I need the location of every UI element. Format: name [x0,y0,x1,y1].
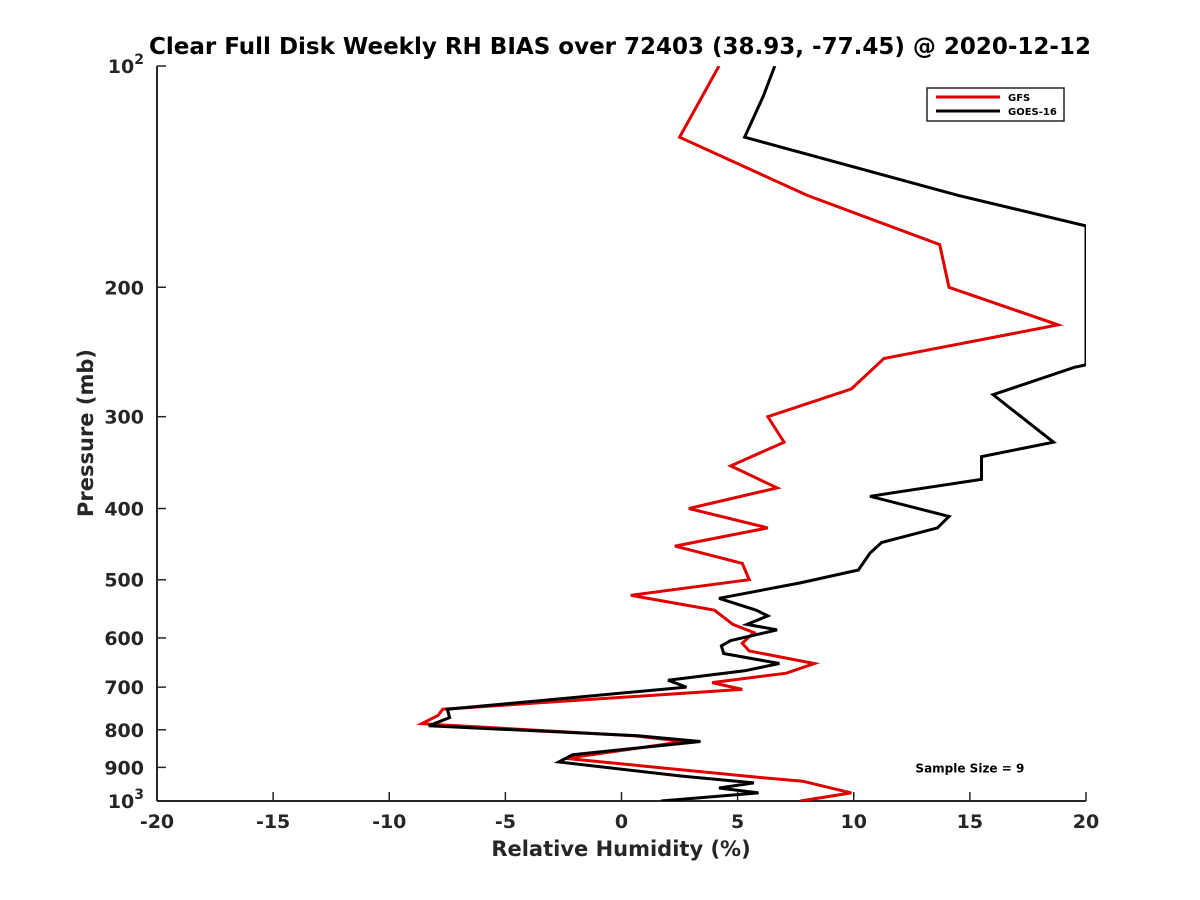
x-ticks: -20 -15 -10 -5 0 5 10 15 20 [140,792,1099,833]
x-tick-label: -15 [256,811,290,833]
y-tick-label: 400 [104,499,144,521]
legend-label-gfs: GFS [1008,93,1030,104]
series-layer [416,66,1086,801]
legend: GFS GOES-16 [926,87,1065,122]
y-tick-label: 900 [104,757,144,779]
legend-box [926,87,1065,122]
x-tick-label: 15 [957,811,983,833]
chart-title: Clear Full Disk Weekly RH BIAS over 7240… [149,34,1091,60]
y-tick-label: 700 [104,677,144,699]
y-tick-label: 300 [104,407,144,429]
x-tick-label: 20 [1073,811,1099,833]
y-ticks: 102 200 300 400 500 600 700 800 900 103 [104,52,166,813]
legend-label-goes16: GOES-16 [1008,107,1057,118]
x-tick-label: -10 [372,811,406,833]
x-tick-label: 10 [841,811,867,833]
y-tick-label: 800 [104,720,144,742]
y-tick-label: 500 [104,570,144,592]
x-axis-label: Relative Humidity (%) [491,837,750,861]
y-axis-label: Pressure (mb) [74,349,98,517]
series-line-goes16 [428,66,1086,801]
y-tick-label: 200 [104,277,144,299]
x-tick-label: 0 [615,811,628,833]
x-tick-label: 5 [731,811,744,833]
y-tick-label: 102 [108,52,144,78]
x-tick-label: -5 [495,811,516,833]
sample-size-annotation: Sample Size = 9 [915,761,1024,775]
y-tick-label: 600 [104,628,144,650]
x-tick-label: -20 [140,811,174,833]
y-tick-label: 103 [108,787,144,813]
series-line-gfs [416,66,1064,801]
